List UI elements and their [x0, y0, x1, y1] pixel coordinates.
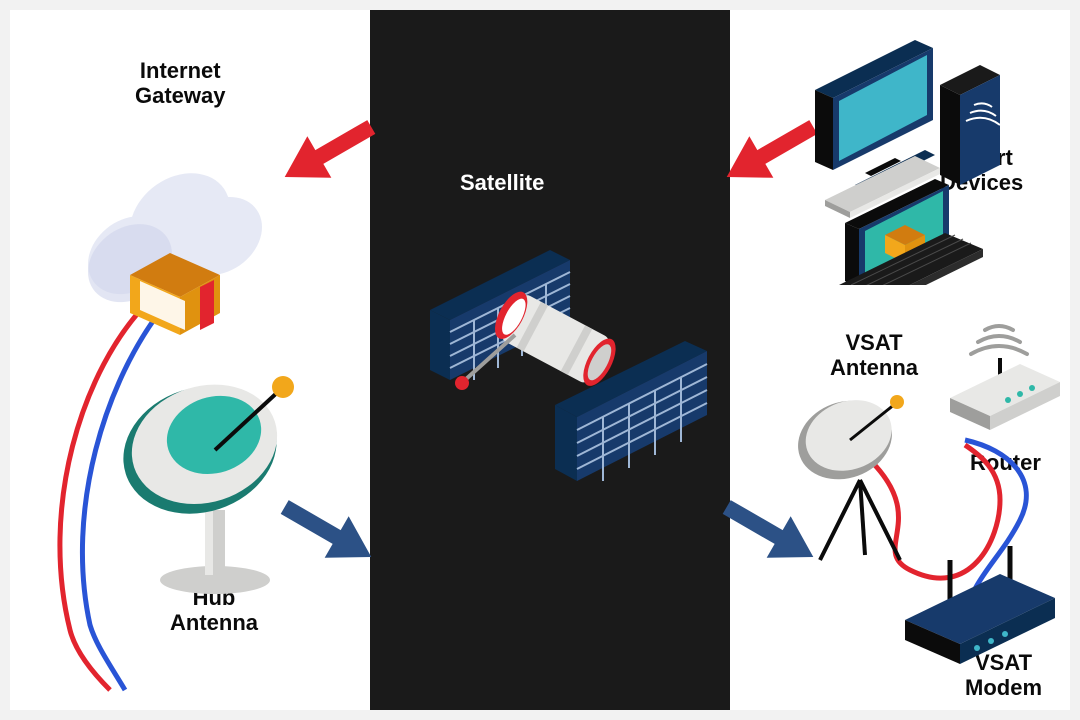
router-icon — [950, 300, 1070, 440]
cloud-gateway-icon — [60, 160, 280, 340]
hub-antenna-icon — [105, 360, 335, 600]
satellite-label: Satellite — [460, 170, 544, 195]
satellite-icon — [370, 220, 730, 490]
vsat-modem-icon — [905, 540, 1065, 680]
diagram-canvas: Satellite Internet Gateway Hub Antenna S… — [10, 10, 1070, 710]
smart-devices-icon — [770, 35, 1030, 285]
